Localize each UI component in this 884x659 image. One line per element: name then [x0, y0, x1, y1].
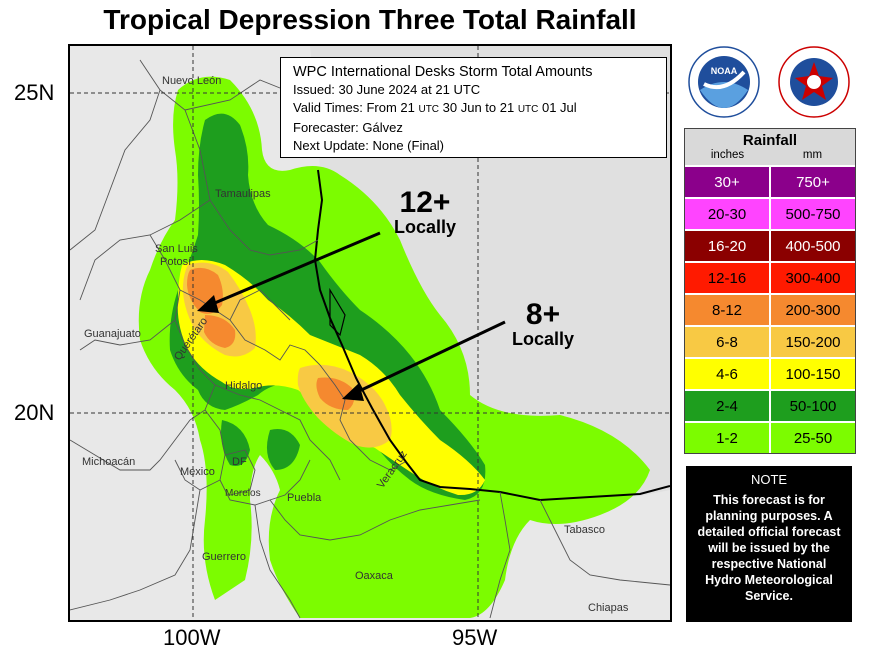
storm-info-box: WPC International Desks Storm Total Amou… — [280, 57, 667, 158]
note-line: respective National — [711, 557, 827, 571]
label-df: DF — [232, 456, 247, 468]
legend-title: Rainfall — [685, 129, 855, 149]
legend-inches-cell: 30+ — [685, 167, 769, 197]
state-borders — [70, 59, 670, 619]
label-chiapas: Chiapas — [588, 602, 629, 614]
annotation-amount: 8+ — [525, 298, 561, 331]
info-header: WPC International Desks Storm Total Amou… — [293, 64, 593, 80]
annotation-arrows — [197, 231, 506, 401]
legend-inches-cell: 8-12 — [685, 295, 769, 325]
note-title: NOTE — [750, 472, 788, 487]
legend-inches-cell: 1-2 — [685, 423, 769, 453]
annotation-8-locally: 8+ Locally — [503, 298, 583, 349]
annotation-label: Locally — [393, 217, 457, 237]
agency-logos: NOAA — [686, 44, 866, 120]
legend-row: 16-20 400-500 — [685, 229, 855, 261]
note-line: Service. — [745, 589, 793, 603]
legend-mm-cell: 50-100 — [769, 391, 855, 421]
noaa-logo: NOAA — [688, 46, 760, 118]
label-nuevo-leon: Nuevo León — [162, 75, 222, 87]
info-issued: Issued: 30 June 2024 at 21 UTC — [293, 82, 481, 97]
legend-row: 4-6 100-150 — [685, 357, 855, 389]
label-hidalgo: Hidalgo — [225, 380, 263, 392]
label-guerrero: Guerrero — [202, 551, 247, 563]
legend-inches-cell: 12-16 — [685, 263, 769, 293]
label-tabasco: Tabasco — [564, 524, 605, 536]
legend-row: 8-12 200-300 — [685, 293, 855, 325]
label-morelos: Morelos — [225, 488, 261, 499]
note-line: Hydro Meteorological — [705, 573, 833, 587]
legend-row: 20-30 500-750 — [685, 197, 855, 229]
label-potosi: Potosí — [160, 256, 192, 268]
info-next-update: Next Update: None (Final) — [293, 138, 445, 153]
annotation-12-locally: 12+ Locally — [385, 186, 465, 237]
lat-label-20n: 20N — [14, 400, 55, 425]
label-mexico: Mexico — [180, 466, 215, 478]
label-oaxaca: Oaxaca — [355, 570, 393, 582]
note-line: This forecast is for — [713, 493, 825, 507]
legend-units: inches mm — [685, 149, 855, 165]
legend-row: 6-8 150-200 — [685, 325, 855, 357]
legend-mm-cell: 750+ — [769, 167, 855, 197]
legend-inches-cell: 20-30 — [685, 199, 769, 229]
legend-inches-cell: 16-20 — [685, 231, 769, 261]
legend-mm-cell: 25-50 — [769, 423, 855, 453]
note-line: detailed official forecast — [697, 525, 841, 539]
legend-row: 1-2 25-50 — [685, 421, 855, 453]
legend-unit-inches: inches — [710, 149, 745, 161]
info-forecaster: Forecaster: Gálvez — [293, 120, 403, 135]
legend-mm-cell: 400-500 — [769, 231, 855, 261]
lon-label-100w: 100W — [163, 625, 221, 650]
legend-mm-cell: 300-400 — [769, 263, 855, 293]
legend-mm-cell: 100-150 — [769, 359, 855, 389]
legend-inches-cell: 6-8 — [685, 327, 769, 357]
label-tamaulipas: Tamaulipas — [215, 188, 271, 200]
legend-inches-cell: 2-4 — [685, 391, 769, 421]
svg-text:NOAA: NOAA — [711, 66, 738, 76]
lat-label-25n: 25N — [14, 80, 55, 105]
lon-label-95w: 95W — [452, 625, 498, 650]
annotation-label: Locally — [511, 329, 575, 349]
legend-row: 2-4 50-100 — [685, 389, 855, 421]
annotation-amount: 12+ — [399, 186, 451, 219]
legend-mm-cell: 150-200 — [769, 327, 855, 357]
legend-unit-mm: mm — [802, 149, 823, 161]
legend-inches-cell: 4-6 — [685, 359, 769, 389]
rainfall-legend: Rainfall inches mm 30+ 750+ 20-30 500-750 16… — [684, 128, 856, 454]
legend-mm-cell: 200-300 — [769, 295, 855, 325]
label-puebla: Puebla — [287, 492, 322, 504]
page-title: Tropical Depression Three Total Rainfall — [103, 4, 637, 35]
note-line: will be issued by the — [708, 541, 830, 555]
note-line: planning purposes. A — [705, 509, 833, 523]
legend-row: 30+ 750+ — [685, 165, 855, 197]
label-guanajuato: Guanajuato — [84, 328, 141, 340]
label-michoacan: Michoacán — [82, 456, 136, 468]
info-valid-times: Valid Times: From 21 UTC 30 Jun to 21 UT… — [293, 100, 577, 115]
nws-logo — [778, 46, 850, 118]
legend-row: 12-16 300-400 — [685, 261, 855, 293]
legend-mm-cell: 500-750 — [769, 199, 855, 229]
disclaimer-note: NOTE This forecast is for planning purpo… — [686, 466, 852, 622]
label-san-luis: San Luis — [155, 243, 198, 255]
